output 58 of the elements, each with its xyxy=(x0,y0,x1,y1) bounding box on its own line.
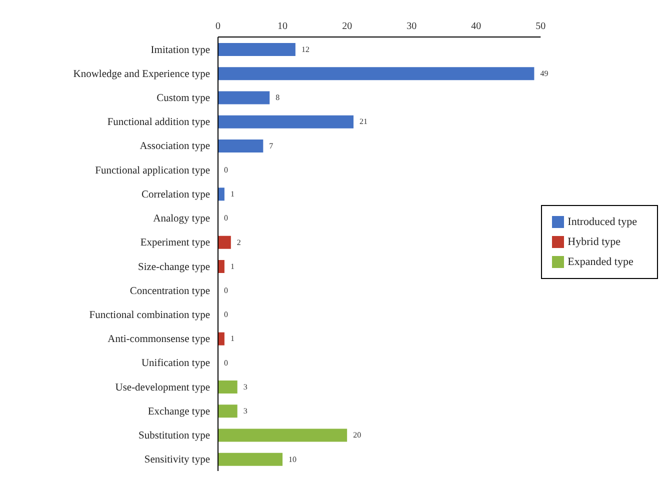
legend-label: Hybrid type xyxy=(568,236,621,248)
data-label: 12 xyxy=(301,44,310,54)
bar xyxy=(218,332,224,346)
data-label: 7 xyxy=(269,141,274,150)
data-label: 1 xyxy=(230,334,234,344)
data-label: 8 xyxy=(276,93,280,102)
data-label: 21 xyxy=(360,117,368,126)
y-tick-label: Exchange type xyxy=(148,406,210,418)
y-tick-label: Functional combination type xyxy=(89,310,210,322)
bar xyxy=(218,404,238,418)
y-tick-label: Size-change type xyxy=(138,262,210,273)
data-label: 1 xyxy=(230,190,234,199)
y-tick-label: Correlation type xyxy=(141,189,210,200)
bar xyxy=(218,67,534,80)
data-label: 0 xyxy=(224,286,228,296)
x-tick-label: 40 xyxy=(471,21,482,32)
bar xyxy=(218,380,238,394)
x-tick-label: 50 xyxy=(536,21,546,32)
data-label: 0 xyxy=(224,165,228,174)
data-label: 1 xyxy=(230,262,234,271)
data-label: 20 xyxy=(353,430,362,440)
bar xyxy=(218,452,283,466)
bar xyxy=(218,115,354,128)
legend-label: Introduced type xyxy=(568,216,637,228)
bar xyxy=(218,91,270,104)
x-tick-label: 0 xyxy=(216,21,220,32)
y-tick-label: Association type xyxy=(140,141,210,152)
y-tick-label: Knowledge and Experience type xyxy=(73,68,210,80)
data-label: 49 xyxy=(540,69,548,78)
bar xyxy=(218,139,264,152)
y-tick-label: Custom type xyxy=(156,93,210,104)
data-label: 3 xyxy=(243,382,248,392)
x-tick-label: 20 xyxy=(342,21,352,32)
data-label: 3 xyxy=(243,406,248,416)
y-tick-label: Imitation type xyxy=(150,44,210,56)
x-tick-label: 10 xyxy=(278,21,288,32)
y-tick-label: Experiment type xyxy=(140,238,210,249)
x-tick-label: 30 xyxy=(406,21,417,32)
bar xyxy=(218,236,231,249)
bar xyxy=(218,428,348,442)
y-tick-label: Unification type xyxy=(141,358,210,370)
data-label: 0 xyxy=(224,358,228,368)
data-label: 10 xyxy=(288,454,297,464)
y-tick-label: Analogy type xyxy=(153,214,210,225)
data-label: 2 xyxy=(236,238,241,247)
data-label: 0 xyxy=(224,214,228,223)
y-tick-label: Anti-commonsense type xyxy=(108,334,210,346)
bar xyxy=(218,43,296,56)
y-tick-label: Functional addition type xyxy=(107,117,210,128)
y-tick-label: Substitution type xyxy=(138,430,210,442)
y-tick-label: Functional application type xyxy=(95,165,210,176)
y-tick-label: Sensitivity type xyxy=(144,454,210,466)
legend-label: Expanded type xyxy=(568,256,634,268)
data-label: 0 xyxy=(224,310,228,320)
bar xyxy=(218,260,224,273)
bar xyxy=(218,188,224,201)
y-tick-label: Use-development type xyxy=(115,382,210,394)
y-tick-label: Concentration type xyxy=(130,286,210,297)
